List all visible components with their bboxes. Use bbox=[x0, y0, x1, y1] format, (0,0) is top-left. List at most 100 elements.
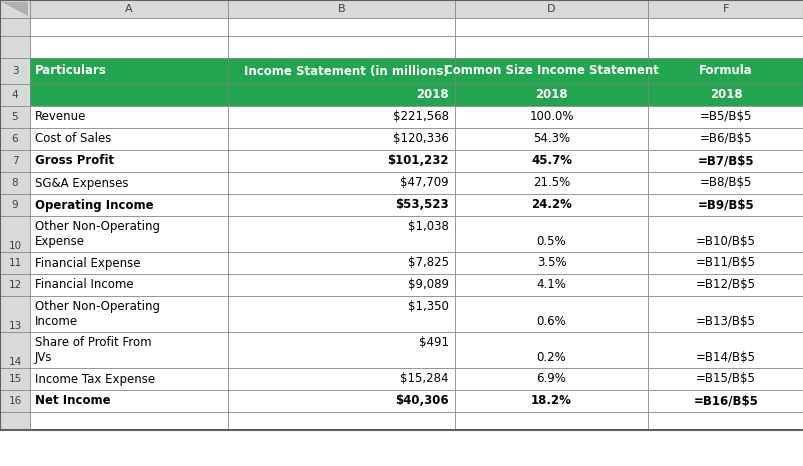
Bar bbox=[0, 36, 30, 58]
Polygon shape bbox=[2, 2, 28, 16]
Bar bbox=[647, 128, 803, 150]
Bar bbox=[0, 332, 30, 368]
Bar bbox=[647, 0, 803, 18]
Bar bbox=[0, 18, 30, 36]
Bar bbox=[0, 368, 30, 390]
Bar bbox=[30, 58, 228, 84]
Bar bbox=[30, 274, 228, 296]
Text: Common Size Income Statement: Common Size Income Statement bbox=[443, 64, 658, 77]
Text: 6.9%: 6.9% bbox=[536, 372, 566, 385]
Bar bbox=[647, 296, 803, 332]
Text: Other Non-Operating: Other Non-Operating bbox=[35, 219, 160, 233]
Bar bbox=[647, 412, 803, 430]
Text: =B7/B$5: =B7/B$5 bbox=[697, 155, 753, 167]
Text: 10: 10 bbox=[8, 241, 22, 251]
Text: $53,523: $53,523 bbox=[395, 199, 448, 212]
Bar bbox=[228, 332, 454, 368]
Text: 54.3%: 54.3% bbox=[532, 132, 569, 145]
Bar bbox=[454, 58, 647, 84]
Text: SG&A Expenses: SG&A Expenses bbox=[35, 177, 128, 190]
Bar bbox=[454, 106, 647, 128]
Text: 6: 6 bbox=[12, 134, 18, 144]
Bar bbox=[30, 368, 228, 390]
Bar bbox=[647, 172, 803, 194]
Bar bbox=[0, 216, 30, 252]
Bar bbox=[0, 194, 30, 216]
Bar bbox=[454, 390, 647, 412]
Bar bbox=[30, 332, 228, 368]
Bar bbox=[0, 150, 30, 172]
Text: D: D bbox=[547, 4, 555, 14]
Bar bbox=[228, 368, 454, 390]
Text: =B14/B$5: =B14/B$5 bbox=[695, 351, 755, 364]
Text: Cost of Sales: Cost of Sales bbox=[35, 132, 112, 145]
Text: 45.7%: 45.7% bbox=[530, 155, 571, 167]
Bar bbox=[30, 216, 228, 252]
Bar bbox=[228, 252, 454, 274]
Bar bbox=[0, 274, 30, 296]
Bar bbox=[0, 58, 30, 84]
Bar bbox=[30, 412, 228, 430]
Bar bbox=[454, 412, 647, 430]
Bar bbox=[228, 412, 454, 430]
Bar bbox=[30, 252, 228, 274]
Text: $7,825: $7,825 bbox=[407, 256, 448, 269]
Bar bbox=[647, 18, 803, 36]
Bar bbox=[454, 332, 647, 368]
Text: Operating Income: Operating Income bbox=[35, 199, 153, 212]
Text: 8: 8 bbox=[12, 178, 18, 188]
Text: 2018: 2018 bbox=[535, 89, 567, 102]
Text: Financial Income: Financial Income bbox=[35, 279, 133, 292]
Text: Share of Profit From: Share of Profit From bbox=[35, 336, 152, 349]
Bar bbox=[228, 18, 454, 36]
Text: =B5/B$5: =B5/B$5 bbox=[699, 110, 752, 123]
Text: =B12/B$5: =B12/B$5 bbox=[695, 279, 755, 292]
Bar bbox=[228, 296, 454, 332]
Bar bbox=[647, 390, 803, 412]
Bar bbox=[228, 84, 454, 106]
Text: 3.5%: 3.5% bbox=[536, 256, 565, 269]
Text: $9,089: $9,089 bbox=[407, 279, 448, 292]
Text: 11: 11 bbox=[8, 258, 22, 268]
Text: 2018: 2018 bbox=[709, 89, 741, 102]
Text: JVs: JVs bbox=[35, 351, 52, 364]
Text: =B13/B$5: =B13/B$5 bbox=[695, 315, 755, 329]
Bar bbox=[0, 84, 30, 106]
Text: 4: 4 bbox=[12, 90, 18, 100]
Text: $47,709: $47,709 bbox=[400, 177, 448, 190]
Bar bbox=[0, 106, 30, 128]
Text: Gross Profit: Gross Profit bbox=[35, 155, 114, 167]
Text: 16: 16 bbox=[8, 396, 22, 406]
Bar bbox=[30, 390, 228, 412]
Bar bbox=[30, 172, 228, 194]
Text: 0.5%: 0.5% bbox=[536, 235, 565, 248]
Bar bbox=[30, 0, 228, 18]
Text: Income Statement (in millions): Income Statement (in millions) bbox=[244, 64, 448, 77]
Text: =B11/B$5: =B11/B$5 bbox=[695, 256, 755, 269]
Text: 18.2%: 18.2% bbox=[531, 395, 571, 407]
Text: 24.2%: 24.2% bbox=[531, 199, 571, 212]
Bar bbox=[454, 0, 647, 18]
Bar bbox=[228, 390, 454, 412]
Bar bbox=[647, 252, 803, 274]
Bar bbox=[454, 84, 647, 106]
Bar bbox=[0, 0, 30, 18]
Text: 0.2%: 0.2% bbox=[536, 351, 565, 364]
Bar bbox=[30, 18, 228, 36]
Bar bbox=[647, 150, 803, 172]
Text: Net Income: Net Income bbox=[35, 395, 111, 407]
Text: $101,232: $101,232 bbox=[387, 155, 448, 167]
Bar bbox=[647, 58, 803, 84]
Text: $40,306: $40,306 bbox=[395, 395, 448, 407]
Bar bbox=[454, 172, 647, 194]
Text: 4.1%: 4.1% bbox=[536, 279, 566, 292]
Bar bbox=[0, 296, 30, 332]
Bar bbox=[647, 216, 803, 252]
Bar bbox=[30, 194, 228, 216]
Bar bbox=[228, 216, 454, 252]
Bar bbox=[454, 216, 647, 252]
Bar bbox=[647, 36, 803, 58]
Text: 2018: 2018 bbox=[416, 89, 448, 102]
Bar bbox=[454, 36, 647, 58]
Text: F: F bbox=[722, 4, 728, 14]
